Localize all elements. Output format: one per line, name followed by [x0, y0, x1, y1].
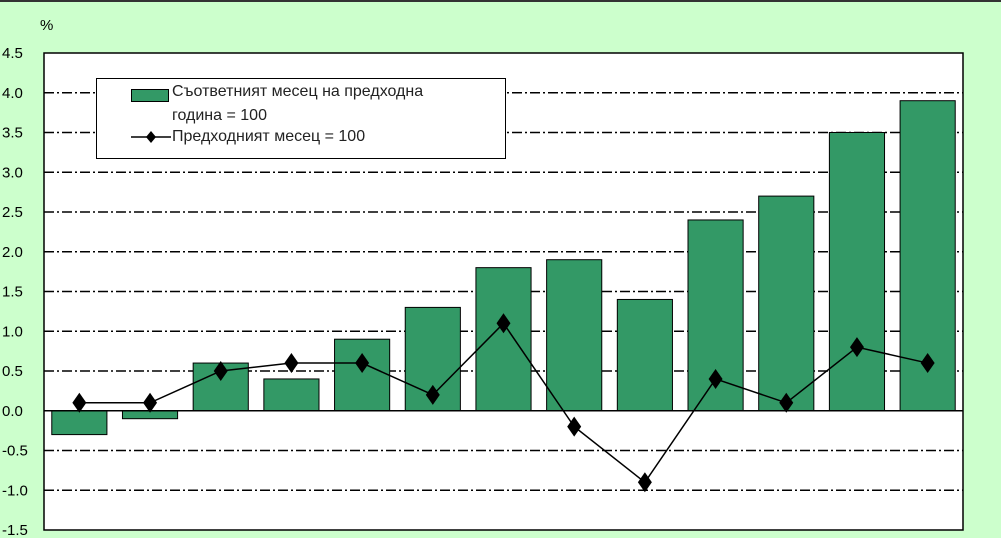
- legend: Съответният месец на предходна година = …: [96, 78, 506, 159]
- line-marker: [496, 313, 511, 334]
- line-marker: [920, 353, 935, 374]
- line-marker: [425, 384, 440, 405]
- legend-bar-label-line2: година = 100: [172, 107, 267, 124]
- y-tick-label: 1.5: [2, 284, 23, 301]
- bar: [334, 338, 391, 412]
- line-marker: [355, 353, 370, 374]
- y-axis-unit: %: [40, 17, 53, 34]
- y-tick-label: -0.5: [2, 443, 28, 460]
- line-marker: [708, 368, 723, 389]
- line-marker: [284, 353, 299, 374]
- legend-bar-swatch: [131, 89, 169, 102]
- bar: [263, 378, 320, 412]
- y-tick-label: -1.0: [2, 482, 28, 499]
- line-marker: [143, 392, 158, 413]
- legend-line-label: Предходният месец = 100: [172, 128, 366, 145]
- legend-bar-label-line1: Съответният месец на предходна: [172, 83, 424, 100]
- y-tick-label: 0.0: [2, 403, 23, 420]
- y-tick-label: 4.5: [2, 45, 23, 62]
- line-marker: [779, 392, 794, 413]
- y-tick-label: 3.0: [2, 164, 23, 181]
- y-tick-label: 4.0: [2, 85, 23, 102]
- line-marker: [637, 472, 652, 493]
- bar: [475, 267, 532, 412]
- bar: [616, 298, 673, 412]
- line-marker: [72, 392, 87, 413]
- line-marker: [567, 416, 582, 437]
- legend-line-swatch: [131, 131, 171, 143]
- y-tick-label: 0.5: [2, 363, 23, 380]
- y-tick-label: 1.0: [2, 323, 23, 340]
- y-tick-label: 2.5: [2, 204, 23, 221]
- y-tick-label: 3.5: [2, 125, 23, 142]
- y-tick-label: 2.0: [2, 244, 23, 261]
- bar: [828, 132, 886, 412]
- line-marker: [849, 337, 864, 358]
- bar: [546, 259, 603, 412]
- line-marker: [213, 361, 228, 381]
- bar: [758, 195, 815, 412]
- top-border: [0, 0, 1001, 2]
- bar: [51, 410, 108, 436]
- y-tick-label: -1.5: [2, 522, 28, 538]
